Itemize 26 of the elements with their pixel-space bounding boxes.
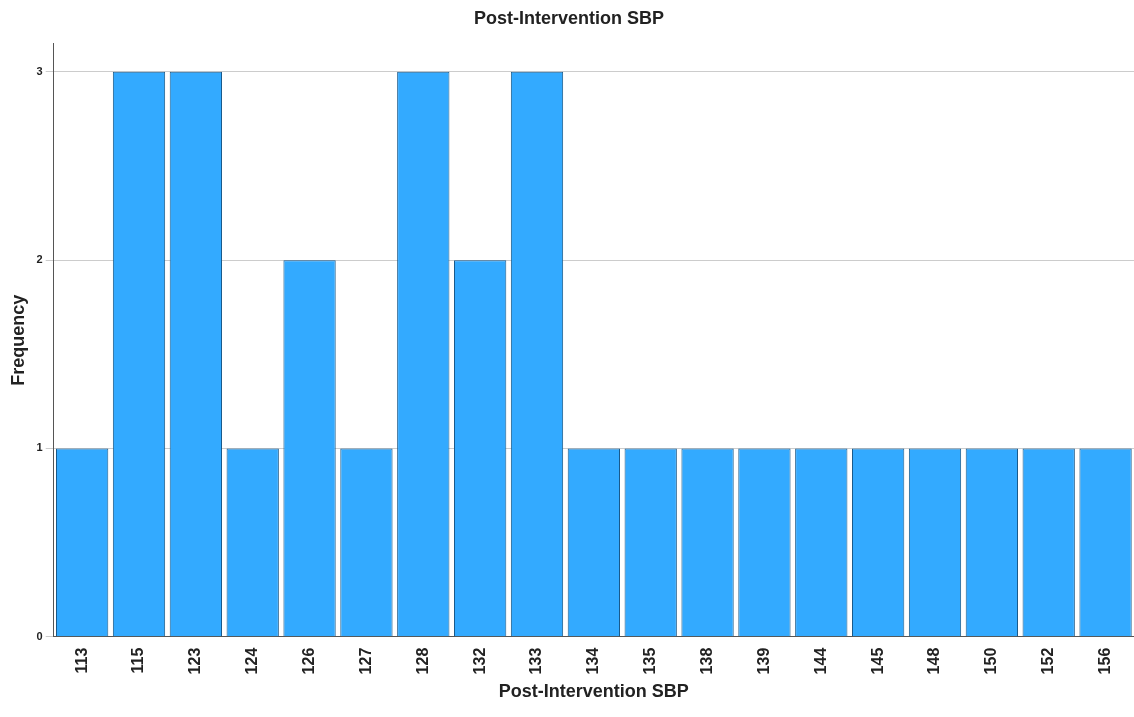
y-axis-title: Frequency bbox=[7, 294, 28, 386]
x-tick-label: 128 bbox=[413, 647, 431, 675]
x-tick-label: 144 bbox=[811, 647, 829, 675]
x-tick-label: 126 bbox=[299, 647, 317, 675]
y-tick-label: 0 bbox=[36, 629, 43, 642]
x-tick-label: 115 bbox=[129, 647, 147, 674]
x-tick-label: 139 bbox=[754, 647, 772, 675]
y-tick-label: 3 bbox=[36, 64, 43, 77]
x-tick-label: 134 bbox=[584, 647, 602, 675]
y-tick-label: 1 bbox=[36, 441, 43, 454]
x-axis-title: Post-Intervention SBP bbox=[498, 681, 689, 702]
chart-title: Post-Intervention SBP bbox=[473, 7, 665, 28]
x-tick-label: 156 bbox=[1095, 647, 1113, 675]
y-tick-label: 2 bbox=[36, 253, 43, 266]
x-tick-label: 150 bbox=[982, 647, 1000, 675]
x-tick-label: 123 bbox=[186, 647, 204, 675]
x-tick-label: 113 bbox=[72, 647, 90, 674]
x-tick-label: 138 bbox=[697, 647, 715, 675]
x-tick-label: 133 bbox=[527, 647, 545, 675]
x-tick-label: 152 bbox=[1039, 647, 1057, 675]
x-tick-label: 135 bbox=[641, 647, 659, 675]
x-tick-label: 132 bbox=[470, 647, 488, 675]
x-tick-label: 145 bbox=[868, 647, 886, 675]
x-tick-label: 124 bbox=[243, 647, 261, 675]
x-tick-label: 127 bbox=[356, 647, 374, 675]
x-tick-label: 148 bbox=[925, 647, 943, 675]
